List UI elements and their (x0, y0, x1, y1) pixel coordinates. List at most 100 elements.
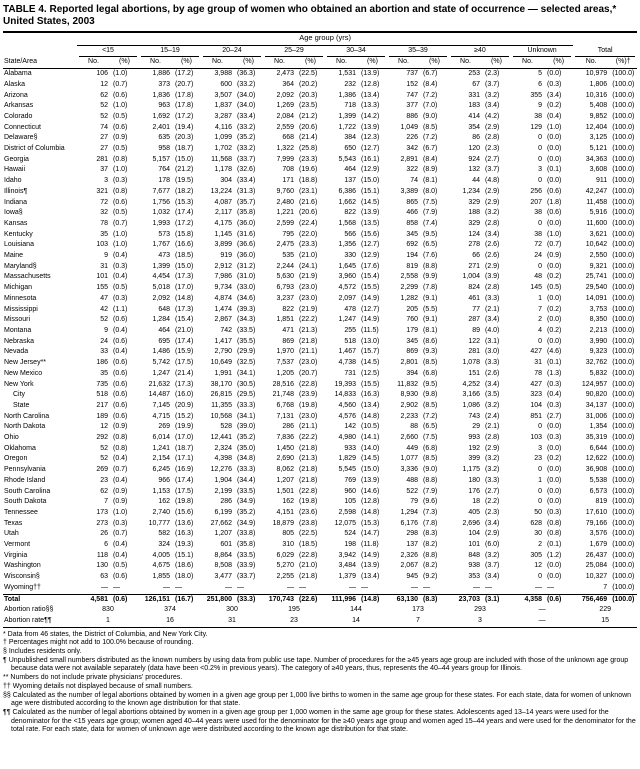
pct-cell: (100.0) (612, 508, 635, 516)
no-header: No. (511, 57, 544, 70)
pct-cell: (100.0) (612, 91, 635, 99)
num-cell: 253 (468, 70, 480, 78)
num-cell: 74 (100, 123, 108, 131)
state-name: South Carolina (4, 487, 51, 495)
table-row: Alaska 12 (0.7) 373 (20.7) 600 (33.2) 364 (20.2)… (3, 80, 637, 91)
pct-cell: (18.5) (299, 541, 318, 549)
num-cell: 126,151 (139, 593, 172, 606)
pct-cell: (22.5) (299, 70, 318, 78)
pct-cell: (0.4) (113, 551, 128, 559)
pct-cell: (100.0) (612, 380, 635, 388)
num-cell: 330 (344, 252, 356, 260)
num-cell: 4,874 (214, 294, 232, 302)
num-cell: 933 (344, 444, 356, 452)
num-cell: 27,662 (210, 519, 232, 527)
pct-cell: (0.2) (547, 326, 562, 334)
footnote: § Includes residents only. (3, 648, 82, 656)
num-cell: 21,748 (272, 391, 294, 399)
num-cell: 405 (468, 508, 480, 516)
footnote: †† Wyoming details not displayed because… (3, 682, 193, 690)
pct-cell: (39.3) (237, 305, 256, 313)
num-cell: 2,401 (152, 123, 170, 131)
pct-cell: (100.0) (612, 573, 635, 581)
num-cell: 281 (468, 348, 480, 356)
num-cell: 35 (100, 230, 108, 238)
num-cell: 130 (96, 562, 108, 570)
pct-cell: — (299, 583, 306, 591)
num-cell: 648 (158, 305, 170, 313)
num-cell: 7 (104, 498, 108, 506)
num-cell: 1,501 (276, 487, 294, 495)
num-cell: 1,049 (400, 123, 418, 131)
num-cell: 5,545 (338, 466, 356, 474)
group-labels-row: <15 15–19 20–24 25–29 30–34 35–39 ≥40 Un… (3, 46, 637, 58)
num-cell: 4,116 (215, 123, 232, 131)
num-cell: 1 (538, 294, 542, 302)
pct-cell: (7.5) (423, 198, 438, 206)
pct-cell: (21.2) (175, 166, 194, 174)
num-cell: 74 (410, 177, 418, 185)
num-cell: 2,233 (400, 412, 418, 420)
num-cell: 10,642 (585, 241, 608, 249)
state-name: Hawaii (4, 166, 26, 174)
num-cell: 47 (100, 294, 108, 302)
num-cell: 5,916 (589, 209, 608, 217)
pct-cell: (2.6) (485, 369, 500, 377)
num-cell: 4,175 (214, 219, 232, 227)
page-title: TABLE 4. Reported legal abortions, by ag… (3, 4, 617, 27)
num-cell: 0 (538, 337, 542, 345)
stat-cell: 14 (352, 616, 360, 624)
pct-header: (%) (482, 57, 511, 70)
num-cell: 278 (468, 241, 480, 249)
num-cell: 2,213 (589, 326, 608, 334)
pct-cell: (8.0) (423, 187, 438, 195)
pct-cell: (9.5) (423, 230, 438, 238)
pct-cell: (0.9) (547, 252, 562, 260)
num-cell: 718 (344, 102, 356, 110)
pct-cell: (7.2) (423, 91, 438, 99)
pct-cell: (34.1) (237, 369, 256, 377)
num-cell: 342 (406, 145, 418, 153)
pct-cell: (0.9) (113, 134, 128, 142)
num-cell: 2 (538, 541, 542, 549)
num-cell: 11,355 (211, 401, 232, 409)
pct-cell: (0.4) (547, 391, 562, 399)
footnote: ¶¶ Calculated as the number of legal abo… (3, 709, 636, 734)
pct-cell: (21.3) (299, 326, 318, 334)
num-cell: 3,336 (400, 466, 418, 474)
pct-cell: (36.3) (237, 70, 256, 78)
table-row: Missouri 52 (0.6) 1,284 (15.4) 2,867 (34.3) 1,8… (3, 315, 637, 326)
num-cell: 2,599 (276, 219, 294, 227)
pct-cell: (1.2) (547, 551, 562, 559)
num-cell: 2,097 (338, 294, 356, 302)
pct-cell: (23.0) (299, 359, 318, 367)
table-row: Ohio 292 (0.8) 6,014 (17.0) 12,441 (35.2) 7,836… (3, 433, 637, 444)
table-row: Kansas 78 (0.7) 1,993 (17.2) 4,175 (36.0) 2,599… (3, 219, 637, 230)
table-row: Utah 26 (0.7) 582 (16.3) 1,207 (33.8) 805 (22.5)… (3, 529, 637, 540)
state-name: Missouri (4, 316, 31, 324)
pct-cell: (0.0) (547, 498, 562, 506)
pct-cell: (23.3) (299, 241, 318, 249)
footnote: §§ Calculated as the number of legal abo… (3, 691, 632, 708)
state-name: Oregon (4, 455, 28, 463)
num-cell: 966 (158, 476, 170, 484)
num-cell: 79 (410, 498, 418, 506)
pct-cell: (0.0) (547, 134, 562, 142)
pct-cell: (100.0) (612, 134, 635, 142)
num-cell: 650 (344, 145, 356, 153)
pct-cell: (100.0) (612, 273, 635, 281)
num-cell: 189 (96, 412, 108, 420)
no-header: No. (139, 57, 172, 70)
num-cell: 192 (468, 444, 480, 452)
pct-cell: (0.6) (544, 593, 574, 606)
pct-cell: (0.7) (547, 241, 562, 249)
num-cell: 21,632 (148, 380, 170, 388)
num-cell: 14,487 (148, 391, 170, 399)
state-name: New Jersey** (4, 359, 47, 367)
pct-cell: (0.2) (547, 305, 562, 313)
num-cell: 226 (406, 134, 418, 142)
num-cell: 2,690 (276, 455, 294, 463)
num-cell: 67 (472, 80, 480, 88)
state-col-header: State/Area (3, 57, 77, 70)
no-header: No. (263, 57, 296, 70)
